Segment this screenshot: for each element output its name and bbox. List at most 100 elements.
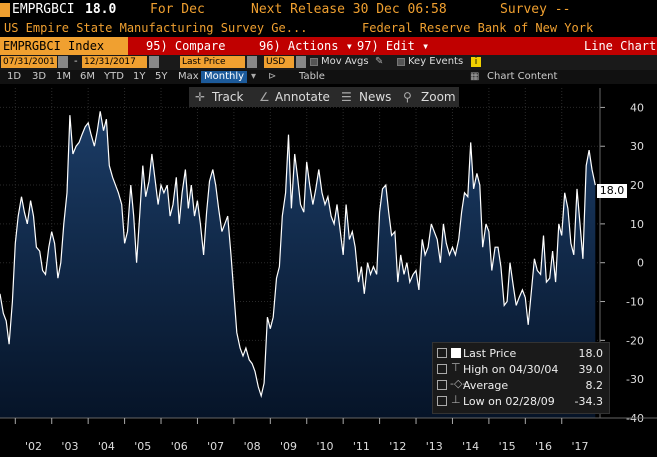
period-3d[interactable]: 3D — [32, 71, 46, 83]
pencil-icon[interactable]: ✎ — [375, 56, 383, 68]
mov-avgs-checkbox[interactable] — [310, 58, 318, 66]
x-tick-label: '10 — [316, 440, 333, 453]
actions-menu[interactable]: 96) Actions ▾ — [259, 37, 353, 55]
x-tick-label: '17 — [571, 440, 588, 453]
currency-select[interactable]: USD — [264, 56, 294, 68]
header-row: EMPRGBCI 18.0 For Dec Next Release 30 De… — [0, 0, 657, 20]
y-tick-label: 20 — [630, 179, 644, 192]
legend-average: -◇- Average 8.2 — [437, 379, 603, 393]
high-marker-icon: ⊤ — [451, 361, 461, 374]
crosshair-icon[interactable]: ✛ — [195, 90, 205, 104]
legend-value: 39.0 — [579, 363, 604, 376]
period-label: For Dec — [150, 2, 205, 17]
y-tick-label: 30 — [630, 140, 644, 153]
y-tick-label: 0 — [637, 257, 644, 270]
edit-menu[interactable]: 97) Edit ▾ — [357, 37, 429, 55]
annotate-button[interactable]: Annotate — [275, 90, 330, 104]
legend-label: Average — [463, 379, 508, 392]
track-button[interactable]: Track — [212, 90, 243, 104]
period-max[interactable]: Max — [178, 71, 199, 83]
period-ytd[interactable]: YTD — [104, 71, 124, 83]
x-tick-label: '09 — [280, 440, 297, 453]
line-chart-icon[interactable]: ⊳ — [268, 71, 276, 83]
period-1y[interactable]: 1Y — [133, 71, 145, 83]
price-field-select[interactable]: Last Price — [180, 56, 245, 68]
chart-type-label: Line Chart — [584, 37, 656, 55]
security-name: US Empire State Manufacturing Survey Ge.… — [4, 21, 307, 35]
last-value-tag: 18.0 — [597, 184, 627, 198]
y-tick-label: -20 — [626, 334, 644, 347]
zoom-button[interactable]: Zoom — [421, 90, 456, 104]
low-marker-icon: ⊥ — [451, 393, 461, 406]
compare-menu[interactable]: 95) Compare — [146, 37, 225, 55]
dropdown-icon[interactable] — [247, 56, 257, 68]
mov-avgs-label: Mov Avgs — [321, 56, 369, 68]
y-tick-label: -10 — [626, 296, 644, 309]
checkbox-icon[interactable] — [437, 364, 447, 374]
x-tick-label: '03 — [61, 440, 78, 453]
current-value: 18.0 — [85, 2, 116, 17]
end-date-field[interactable]: 12/31/2017 — [82, 56, 147, 68]
x-tick-label: '02 — [25, 440, 42, 453]
data-source: Federal Reserve Bank of New York — [362, 21, 593, 35]
x-tick-label: '07 — [207, 440, 224, 453]
calendar-icon[interactable] — [149, 56, 159, 68]
x-tick-label: '04 — [98, 440, 115, 453]
x-tick-label: '11 — [353, 440, 370, 453]
dropdown-icon[interactable]: ▾ — [251, 71, 256, 83]
x-tick-label: '05 — [134, 440, 151, 453]
legend-high: ⊤ High on 04/30/04 39.0 — [437, 363, 603, 377]
legend-label: High on 04/30/04 — [463, 363, 558, 376]
info-icon[interactable]: i — [471, 57, 481, 67]
survey-label: Survey -- — [500, 2, 570, 17]
y-tick-label: 40 — [630, 101, 644, 114]
y-tick-label: 10 — [630, 218, 644, 231]
pencil-icon[interactable]: ∠ — [259, 90, 270, 104]
legend-low: ⊥ Low on 02/28/09 -34.3 — [437, 395, 603, 409]
key-events-checkbox[interactable] — [397, 58, 405, 66]
legend-panel: Last Price 18.0 ⊤ High on 04/30/04 39.0 … — [432, 342, 610, 414]
ticker-index-field[interactable]: EMPRGBCI Index — [0, 37, 128, 55]
legend-value: 8.2 — [586, 379, 604, 392]
chart-tools-bar: ✛ Track ∠ Annotate ☰ News ⚲ Zoom — [189, 87, 459, 107]
ticker-symbol[interactable]: EMPRGBCI — [12, 2, 75, 17]
calendar-icon[interactable] — [58, 56, 68, 68]
x-tick-label: '14 — [462, 440, 479, 453]
frequency-select[interactable]: Monthly — [201, 71, 247, 83]
legend-value: -34.3 — [575, 395, 603, 408]
news-icon[interactable]: ☰ — [341, 90, 352, 104]
x-tick-label: '06 — [171, 440, 188, 453]
legend-value: 18.0 — [579, 347, 604, 360]
y-tick-label: -30 — [626, 373, 644, 386]
zoom-icon[interactable]: ⚲ — [403, 90, 412, 104]
x-tick-label: '15 — [499, 440, 516, 453]
period-1d[interactable]: 1D — [7, 71, 21, 83]
x-tick-label: '13 — [426, 440, 443, 453]
x-tick-label: '12 — [389, 440, 406, 453]
legend-last-price: Last Price 18.0 — [437, 347, 603, 361]
checkbox-icon[interactable] — [437, 380, 447, 390]
security-description-row: US Empire State Manufacturing Survey Ge.… — [0, 20, 657, 36]
legend-label: Low on 02/28/09 — [463, 395, 555, 408]
period-toolbar: 1D 3D 1M 6M YTD 1Y 5Y Max Monthly ▾ ⊳ Ta… — [0, 70, 657, 84]
start-date-field[interactable]: 07/31/2001 — [1, 56, 57, 68]
command-bar: EMPRGBCI Index 95) Compare 96) Actions ▾… — [0, 37, 657, 55]
period-6m[interactable]: 6M — [80, 71, 95, 83]
checkbox-icon[interactable] — [437, 396, 447, 406]
x-tick-label: '16 — [535, 440, 552, 453]
ticker-marker — [0, 3, 10, 17]
x-tick-label: '08 — [244, 440, 261, 453]
period-1m[interactable]: 1M — [56, 71, 71, 83]
chart-content-button[interactable]: Chart Content — [487, 71, 557, 83]
chart-content-icon[interactable]: ▦ — [470, 71, 479, 83]
period-5y[interactable]: 5Y — [155, 71, 167, 83]
news-button[interactable]: News — [359, 90, 391, 104]
date-toolbar: 07/31/2001 - 12/31/2017 Last Price USD M… — [0, 55, 657, 70]
key-events-label: Key Events — [408, 56, 463, 68]
next-release: Next Release 30 Dec 06:58 — [251, 2, 447, 17]
date-separator: - — [74, 56, 78, 68]
dropdown-icon[interactable] — [296, 56, 306, 68]
legend-label: Last Price — [463, 347, 516, 360]
checkbox-icon[interactable] — [437, 348, 447, 358]
table-button[interactable]: Table — [299, 71, 325, 83]
